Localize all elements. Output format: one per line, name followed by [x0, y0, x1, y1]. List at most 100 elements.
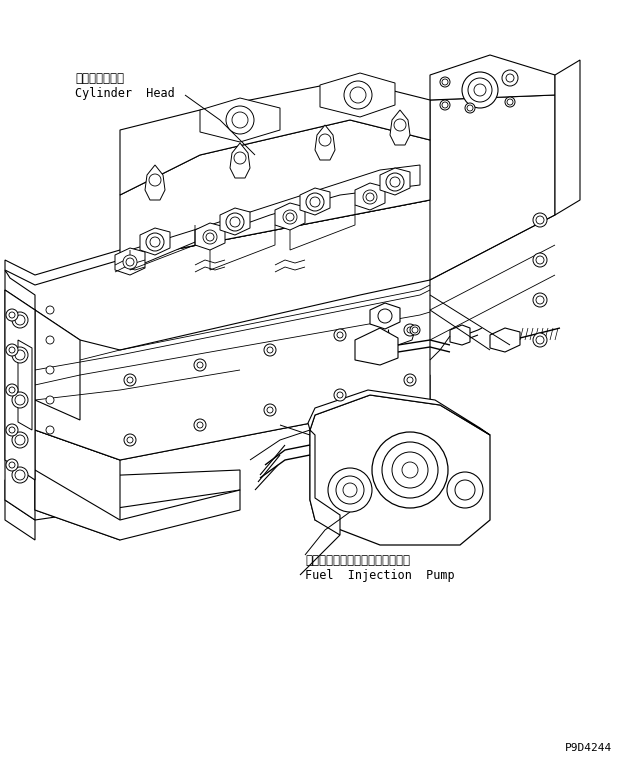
Circle shape — [46, 366, 54, 374]
Circle shape — [267, 347, 273, 353]
Circle shape — [394, 119, 406, 131]
Polygon shape — [430, 95, 555, 280]
Circle shape — [344, 81, 372, 109]
Polygon shape — [120, 120, 430, 260]
Circle shape — [9, 312, 15, 318]
Circle shape — [127, 437, 133, 443]
Circle shape — [440, 100, 450, 110]
Circle shape — [334, 329, 346, 341]
Circle shape — [264, 404, 276, 416]
Circle shape — [46, 336, 54, 344]
Polygon shape — [115, 248, 145, 275]
Circle shape — [533, 333, 547, 347]
Polygon shape — [380, 168, 410, 195]
Circle shape — [226, 213, 244, 231]
Circle shape — [506, 74, 514, 82]
Circle shape — [9, 387, 15, 393]
Polygon shape — [5, 290, 35, 480]
Circle shape — [194, 419, 206, 431]
Circle shape — [382, 442, 438, 498]
Circle shape — [447, 472, 483, 508]
Text: P9D4244: P9D4244 — [565, 743, 612, 753]
Circle shape — [390, 177, 400, 187]
Circle shape — [15, 350, 25, 360]
Circle shape — [6, 344, 18, 356]
Circle shape — [15, 315, 25, 325]
Circle shape — [474, 84, 486, 96]
Circle shape — [310, 197, 320, 207]
Circle shape — [46, 396, 54, 404]
Circle shape — [336, 476, 364, 504]
Circle shape — [232, 112, 248, 128]
Circle shape — [46, 426, 54, 434]
Polygon shape — [35, 375, 430, 460]
Circle shape — [150, 237, 160, 247]
Circle shape — [533, 253, 547, 267]
Circle shape — [402, 462, 418, 478]
Text: Fuel  Injection  Pump: Fuel Injection Pump — [305, 568, 455, 581]
Polygon shape — [355, 183, 385, 210]
Circle shape — [124, 374, 136, 386]
Polygon shape — [35, 280, 430, 460]
Circle shape — [12, 312, 28, 328]
Circle shape — [337, 392, 343, 398]
Polygon shape — [310, 430, 340, 535]
Circle shape — [264, 344, 276, 356]
Circle shape — [286, 213, 294, 221]
Circle shape — [505, 97, 515, 107]
Circle shape — [386, 173, 404, 191]
Polygon shape — [12, 340, 30, 395]
Text: シリンダヘッド: シリンダヘッド — [75, 72, 124, 85]
Polygon shape — [145, 165, 165, 200]
Circle shape — [306, 193, 324, 211]
Circle shape — [404, 374, 416, 386]
Circle shape — [334, 389, 346, 401]
Polygon shape — [5, 500, 35, 540]
Polygon shape — [5, 185, 430, 285]
Circle shape — [234, 152, 246, 164]
Polygon shape — [130, 165, 420, 265]
Circle shape — [9, 347, 15, 353]
Polygon shape — [430, 55, 555, 100]
Circle shape — [194, 359, 206, 371]
Polygon shape — [555, 60, 580, 215]
Circle shape — [404, 324, 416, 336]
Circle shape — [206, 233, 214, 241]
Circle shape — [465, 103, 475, 113]
Circle shape — [455, 480, 475, 500]
Circle shape — [467, 105, 473, 111]
Polygon shape — [18, 340, 32, 430]
Circle shape — [149, 174, 161, 186]
Polygon shape — [120, 80, 430, 195]
Circle shape — [126, 258, 134, 266]
Circle shape — [197, 362, 203, 368]
Polygon shape — [490, 328, 520, 352]
Polygon shape — [12, 310, 30, 335]
Circle shape — [15, 470, 25, 480]
Circle shape — [533, 213, 547, 227]
Circle shape — [283, 210, 297, 224]
Polygon shape — [230, 143, 250, 178]
Circle shape — [230, 217, 240, 227]
Circle shape — [363, 190, 377, 204]
Circle shape — [410, 325, 420, 335]
Circle shape — [378, 309, 392, 323]
Circle shape — [123, 255, 137, 269]
Polygon shape — [5, 290, 35, 520]
Circle shape — [372, 432, 448, 508]
Polygon shape — [35, 470, 240, 540]
Circle shape — [337, 332, 343, 338]
Polygon shape — [35, 430, 120, 540]
Polygon shape — [355, 328, 398, 365]
Circle shape — [124, 434, 136, 446]
Circle shape — [12, 392, 28, 408]
Circle shape — [15, 435, 25, 445]
Circle shape — [203, 230, 217, 244]
Circle shape — [226, 106, 254, 134]
Circle shape — [442, 102, 448, 108]
Polygon shape — [5, 470, 240, 520]
Circle shape — [15, 395, 25, 405]
Circle shape — [392, 452, 428, 488]
Circle shape — [536, 256, 544, 264]
Text: Cylinder  Head: Cylinder Head — [75, 86, 175, 99]
